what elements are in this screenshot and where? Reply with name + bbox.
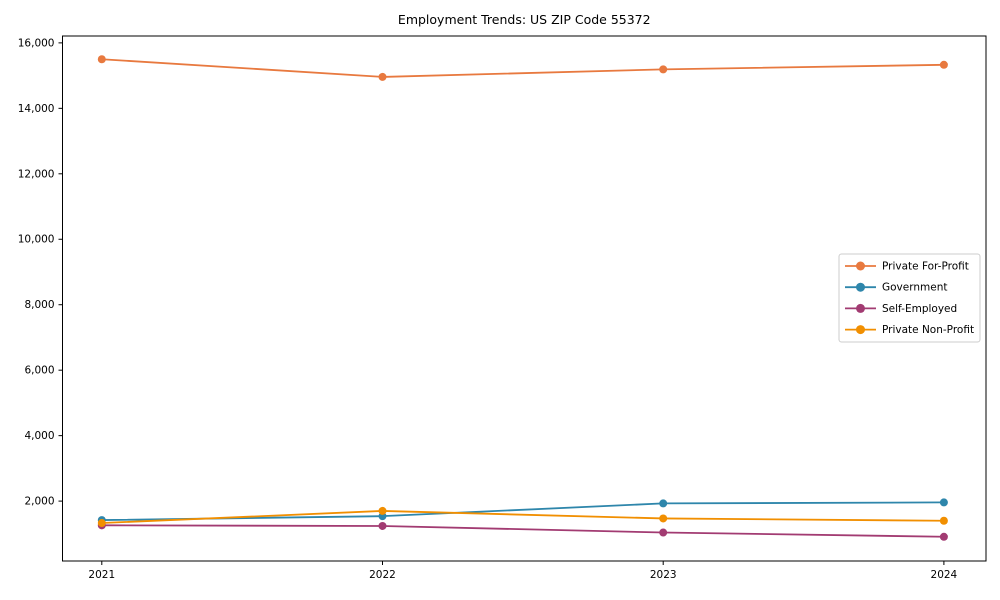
data-point-marker <box>939 532 948 541</box>
data-point-marker <box>378 506 387 515</box>
legend-entry-private-for-profit: Private For-Profit <box>845 260 969 272</box>
y-tick-label: 10,000 <box>18 234 55 246</box>
series-line <box>101 510 944 524</box>
legend-marker <box>856 303 865 313</box>
legend: Private For-Profit Government Self-Employe… <box>838 253 981 343</box>
legend-entry-government: Government <box>845 282 947 294</box>
legend-entry-self-employed: Self-Employed <box>845 303 957 315</box>
x-tick-label: 2021 <box>88 569 115 581</box>
x-tick-label: 2023 <box>650 569 677 581</box>
legend-label: Private For-Profit <box>882 260 969 272</box>
data-point-marker <box>659 514 668 523</box>
series-private-for-profit <box>97 55 948 81</box>
data-point-marker <box>378 521 387 530</box>
legend-marker <box>856 261 865 271</box>
y-tick-label: 12,000 <box>18 168 55 180</box>
y-tick-label: 8,000 <box>24 299 54 311</box>
y-tick-label: 14,000 <box>18 103 55 115</box>
data-point-marker <box>378 72 387 81</box>
data-point-marker <box>659 65 668 74</box>
legend-label: Self-Employed <box>882 303 957 315</box>
legend-marker <box>856 282 865 292</box>
data-point-marker <box>939 60 948 69</box>
y-tick-label: 16,000 <box>18 37 55 49</box>
series-line <box>101 501 944 521</box>
legend-label: Government <box>882 282 947 294</box>
legend-label: Private Non-Profit <box>882 324 974 336</box>
data-point-marker <box>659 528 668 537</box>
data-point-marker <box>97 55 106 64</box>
series-private-non-profit <box>97 506 948 528</box>
legend-entry-private-non-profit: Private Non-Profit <box>845 324 974 336</box>
x-tick-label: 2022 <box>369 569 396 581</box>
data-point-marker <box>97 519 106 528</box>
y-tick-label: 2,000 <box>24 496 54 508</box>
series-line <box>101 58 944 78</box>
y-tick-label: 4,000 <box>24 430 54 442</box>
y-tick-label: 6,000 <box>24 365 54 377</box>
plot-frame <box>62 35 987 562</box>
legend-box <box>838 253 981 343</box>
series-self-employed <box>97 521 948 541</box>
legend-marker <box>856 325 865 335</box>
series-line <box>101 524 944 538</box>
chart-title: Employment Trends: US ZIP Code 55372 <box>398 12 651 27</box>
data-point-marker <box>659 499 668 508</box>
data-point-marker <box>939 498 948 507</box>
x-tick-label: 2024 <box>931 569 958 581</box>
data-point-marker <box>939 516 948 525</box>
